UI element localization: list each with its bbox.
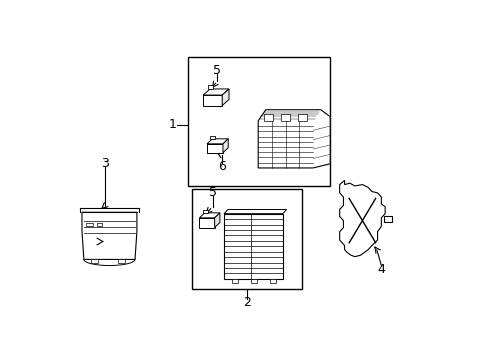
Bar <box>188 57 329 186</box>
Bar <box>264 114 273 121</box>
Bar <box>297 114 307 121</box>
Polygon shape <box>203 89 228 95</box>
Polygon shape <box>224 210 286 214</box>
Text: 1: 1 <box>169 118 177 131</box>
Polygon shape <box>214 213 220 228</box>
Bar <box>203 210 207 213</box>
Bar <box>231 279 238 283</box>
Text: 5: 5 <box>208 186 216 199</box>
Bar <box>203 95 222 105</box>
Polygon shape <box>224 214 282 279</box>
Bar <box>85 223 92 226</box>
Bar <box>207 85 213 89</box>
Polygon shape <box>258 110 329 168</box>
Bar <box>383 216 391 222</box>
Bar <box>280 114 290 121</box>
Bar <box>191 189 301 288</box>
Bar <box>199 218 214 228</box>
Bar <box>91 260 98 263</box>
Polygon shape <box>82 212 137 260</box>
Text: 4: 4 <box>377 262 385 276</box>
Polygon shape <box>339 180 385 257</box>
Bar <box>250 279 257 283</box>
Polygon shape <box>199 213 220 218</box>
Bar <box>118 260 124 263</box>
Text: 5: 5 <box>213 64 221 77</box>
Text: 2: 2 <box>243 296 250 309</box>
Bar <box>269 279 276 283</box>
Bar <box>206 144 223 153</box>
Polygon shape <box>222 89 228 105</box>
Polygon shape <box>223 139 228 153</box>
Bar <box>97 223 102 226</box>
Polygon shape <box>206 139 228 144</box>
Bar <box>210 136 215 139</box>
Text: 3: 3 <box>101 157 108 170</box>
Text: 6: 6 <box>218 160 225 173</box>
